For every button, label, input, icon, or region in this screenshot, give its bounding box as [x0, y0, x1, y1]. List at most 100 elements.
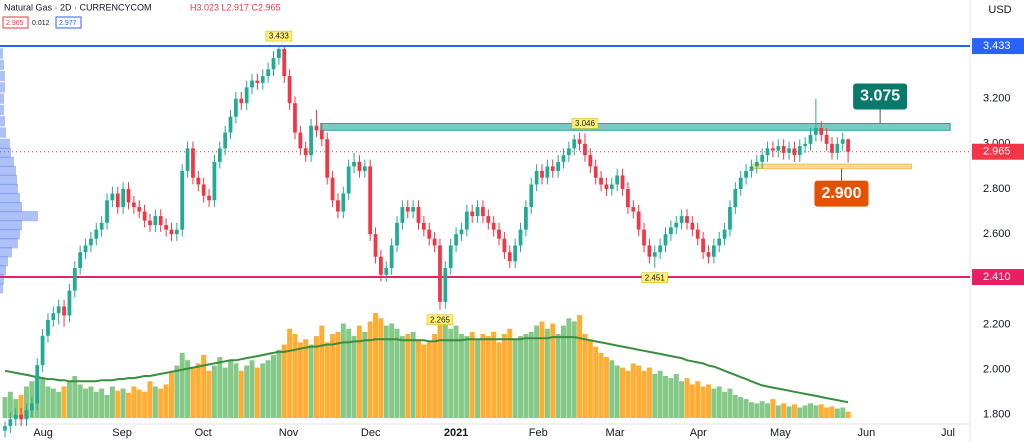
volume-bar: [346, 328, 352, 418]
symbol-title: Natural Gas · 2D · CURRENCYCOM: [4, 2, 152, 12]
volume-bar: [485, 336, 491, 418]
candle-body: [475, 207, 480, 217]
volume-bar: [7, 391, 13, 418]
point-label: 3.046: [575, 119, 596, 128]
volume-bar: [614, 365, 620, 418]
candle-body: [561, 155, 566, 162]
volume-bar: [550, 323, 556, 418]
volume-bar: [249, 360, 255, 418]
candle-body: [121, 188, 126, 208]
candle-body: [389, 245, 394, 269]
volume-bar: [120, 388, 126, 418]
volume-profile-row: [0, 48, 3, 59]
volume-bar: [534, 325, 540, 418]
currency[interactable]: USD: [988, 4, 1011, 16]
volume-bar: [673, 373, 679, 418]
volume-bar: [238, 370, 244, 418]
volume-bar: [748, 402, 754, 418]
y-tick-label: 2.000: [983, 364, 1011, 376]
candle-body: [642, 229, 646, 246]
volume-bar: [18, 394, 24, 418]
volume-bar: [56, 391, 62, 418]
candle-body: [8, 419, 13, 427]
candle-body: [255, 80, 260, 83]
volume-bar: [115, 390, 121, 418]
x-tick-label: May: [770, 427, 791, 439]
candle-body: [362, 166, 367, 171]
candle-body: [411, 207, 416, 212]
candle-body: [507, 252, 512, 262]
volume-bar: [233, 363, 239, 418]
candle-body: [191, 148, 195, 178]
volume-profile-row: [0, 192, 20, 204]
volume-bar: [539, 321, 545, 418]
candle-body: [29, 403, 34, 411]
candle-body: [556, 161, 560, 171]
volume-bar: [297, 342, 303, 418]
x-tick-label: Nov: [279, 427, 299, 439]
candle-body: [636, 211, 641, 230]
volume-bar: [72, 376, 78, 418]
candle-body: [701, 238, 705, 253]
candle-body: [695, 229, 700, 239]
volume-bar: [689, 384, 695, 418]
candle-body: [813, 128, 818, 135]
volume-bar: [496, 342, 502, 418]
volume-profile-row: [0, 238, 18, 249]
point-label-box: [426, 314, 454, 326]
volume-bar: [759, 401, 765, 418]
volume-bar: [93, 391, 99, 418]
candle-body: [631, 207, 636, 212]
candle-body: [593, 166, 598, 178]
candle-body: [550, 166, 555, 171]
candle-body: [765, 148, 770, 156]
candle-body: [368, 166, 373, 235]
volume-bar: [507, 328, 513, 418]
volume-bar: [126, 392, 131, 418]
x-tick-label: Sep: [112, 427, 132, 439]
candle-body: [83, 245, 88, 253]
candle-body: [115, 193, 120, 208]
candle-body: [609, 184, 614, 189]
level-price-label: [972, 38, 1024, 55]
volume-bar: [77, 384, 83, 418]
volume-bar: [99, 388, 105, 418]
candle-body: [771, 148, 775, 151]
candle-body: [72, 268, 77, 291]
candle-body: [706, 252, 711, 257]
volume-bar: [620, 367, 626, 418]
ohlc-readout: H3.023 L2.917 C2.965: [190, 2, 281, 12]
candle-body: [781, 146, 786, 153]
volume-bar: [217, 357, 223, 418]
volume-bar: [254, 367, 260, 418]
volume-bar: [571, 321, 577, 418]
candle-body: [416, 207, 421, 223]
point-label: 2.451: [645, 273, 666, 282]
volume-bar: [442, 321, 448, 418]
candle-body: [153, 216, 158, 226]
candle-body: [481, 207, 485, 217]
candle-body: [105, 200, 109, 223]
level-price-text: 3.433: [983, 40, 1011, 52]
callout-text: 3.075: [860, 88, 900, 105]
volume-bar: [700, 386, 706, 418]
volume-bar: [340, 323, 346, 418]
volume-bar: [190, 367, 196, 418]
zone: [750, 163, 912, 170]
volume-bar: [802, 405, 808, 418]
candle-body: [201, 184, 206, 196]
candle-body: [46, 319, 50, 336]
volume-bar: [603, 357, 609, 418]
x-tick-label: Oct: [195, 427, 212, 439]
volume-bar: [168, 370, 174, 418]
candle-body: [234, 98, 238, 117]
volume-bar: [416, 339, 421, 418]
candle-body: [207, 195, 211, 201]
candle-body: [604, 184, 609, 189]
candle-body: [733, 188, 738, 208]
volume-bar: [829, 406, 835, 418]
callout-box: [814, 180, 869, 207]
volume-bar: [453, 325, 459, 418]
volume-bar: [383, 325, 389, 418]
